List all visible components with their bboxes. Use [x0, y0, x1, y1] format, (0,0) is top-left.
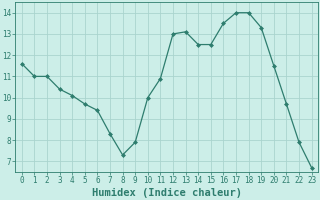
- X-axis label: Humidex (Indice chaleur): Humidex (Indice chaleur): [92, 188, 242, 198]
